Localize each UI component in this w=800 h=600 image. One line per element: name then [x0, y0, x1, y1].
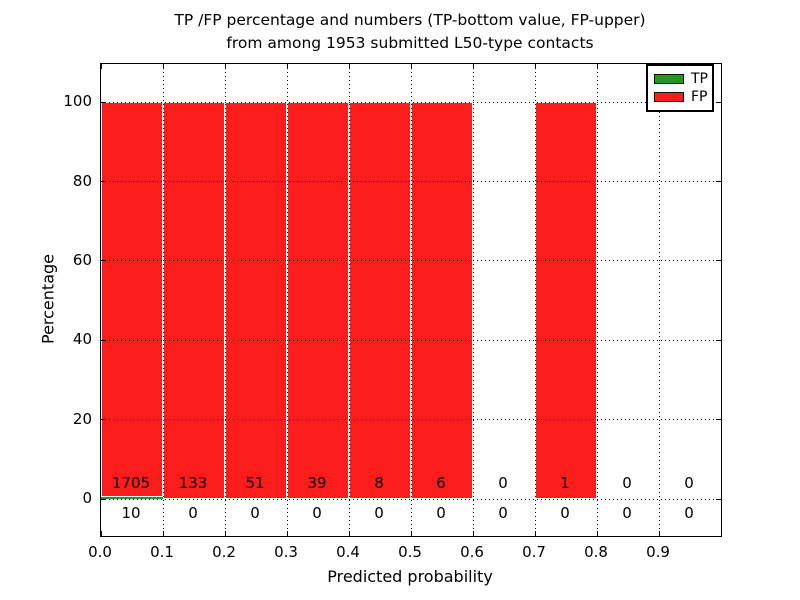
x-axis-tick [658, 531, 660, 536]
legend-entry-tp: TP [648, 72, 712, 86]
tp-count-label: 0 [684, 504, 694, 522]
bar-segment-fp [287, 102, 349, 500]
x-axis-tick-top [410, 64, 412, 69]
y-axis-tick [101, 181, 106, 182]
y-axis-tick [101, 498, 106, 500]
tp-count-label: 0 [560, 504, 570, 522]
y-axis-tick [101, 339, 106, 341]
y-axis-tick-right [716, 419, 721, 421]
x-axis-tick-top [286, 64, 288, 69]
y-tick-label: 20 [72, 409, 92, 428]
x-tick-label: 0.6 [460, 543, 484, 561]
bar-segment-fp [101, 102, 163, 497]
v-gridline [224, 64, 226, 536]
x-tick-label: 0.8 [584, 543, 608, 561]
plot-area [100, 63, 722, 537]
y-axis-tick-right [716, 260, 721, 262]
tp-count-label: 0 [312, 504, 322, 522]
x-axis-tick [410, 531, 412, 536]
bar-segment-fp [225, 102, 287, 500]
bar-segment-fp [411, 102, 473, 500]
y-tick-label: 100 [63, 92, 92, 111]
tp-count-label: 0 [622, 504, 632, 522]
legend-entry-fp: FP [648, 90, 712, 104]
v-gridline [162, 64, 164, 536]
fp-count-label: 0 [684, 474, 694, 492]
fp-count-label: 6 [436, 474, 446, 492]
tp-count-label: 0 [374, 504, 384, 522]
legend-swatch-fp [654, 92, 684, 103]
x-axis-tick [162, 531, 164, 536]
legend: TP FP [646, 64, 714, 112]
title-line-1: TP /FP percentage and numbers (TP-bottom… [174, 11, 646, 29]
chart-title: TP /FP percentage and numbers (TP-bottom… [100, 9, 720, 55]
x-tick-label: 0.7 [522, 543, 546, 561]
x-axis-tick [348, 531, 350, 536]
x-tick-label: 0.1 [150, 543, 174, 561]
fp-count-label: 51 [245, 474, 265, 492]
x-axis-tick-top [534, 64, 536, 69]
y-tick-label: 80 [72, 171, 92, 190]
x-tick-label: 0.3 [274, 543, 298, 561]
v-gridline [410, 64, 412, 536]
tp-count-label: 0 [436, 504, 446, 522]
x-axis-tick [224, 531, 226, 536]
tp-count-label: 0 [250, 504, 260, 522]
v-gridline [348, 64, 350, 536]
tp-count-label: 0 [498, 504, 508, 522]
x-axis-tick [472, 531, 474, 536]
fp-count-label: 0 [622, 474, 632, 492]
x-tick-label: 0.4 [336, 543, 360, 561]
y-tick-label: 40 [72, 330, 92, 349]
v-gridline [658, 64, 660, 536]
y-axis-tick-right [716, 498, 721, 500]
x-axis-tick-top [596, 64, 598, 69]
x-axis-tick [286, 531, 288, 536]
x-axis-tick-top [472, 64, 474, 69]
y-tick-label: 60 [72, 250, 92, 269]
y-axis-tick [101, 101, 106, 103]
y-axis-tick-right [716, 339, 721, 341]
fp-count-label: 1705 [111, 474, 151, 492]
tp-count-label: 10 [121, 504, 141, 522]
x-axis-tick-top [348, 64, 350, 69]
bar-segment-fp [163, 102, 225, 500]
x-axis-tick-top [224, 64, 226, 69]
legend-swatch-tp [654, 73, 684, 84]
bar-segment-fp [535, 102, 597, 500]
x-tick-label: 0.0 [88, 543, 112, 561]
fp-count-label: 39 [307, 474, 327, 492]
y-axis-tick-right [716, 181, 721, 182]
bar-segment-tp [101, 496, 163, 500]
bar-segment-fp [349, 102, 411, 500]
y-axis-tick-right [716, 101, 721, 103]
v-gridline [472, 64, 474, 536]
x-tick-label: 0.2 [212, 543, 236, 561]
x-axis-tick [596, 531, 598, 536]
title-line-2: from among 1953 submitted L50-type conta… [226, 34, 594, 52]
v-gridline [534, 64, 536, 536]
v-gridline [596, 64, 598, 536]
fp-count-label: 8 [374, 474, 384, 492]
y-axis-tick [101, 419, 106, 421]
x-axis-label: Predicted probability [327, 567, 493, 586]
x-axis-tick-top [100, 64, 102, 69]
y-axis-tick [101, 260, 106, 262]
legend-label: FP [691, 89, 708, 106]
fp-count-label: 1 [560, 474, 570, 492]
fp-count-label: 133 [178, 474, 208, 492]
v-gridline [286, 64, 288, 536]
x-tick-label: 0.5 [398, 543, 422, 561]
y-tick-label: 0 [82, 489, 92, 508]
legend-label: TP [691, 70, 708, 87]
x-axis-tick [100, 531, 102, 536]
tp-count-label: 0 [188, 504, 198, 522]
x-axis-tick [534, 531, 536, 536]
x-tick-label: 0.9 [646, 543, 670, 561]
fp-count-label: 0 [498, 474, 508, 492]
x-axis-tick-top [162, 64, 164, 69]
